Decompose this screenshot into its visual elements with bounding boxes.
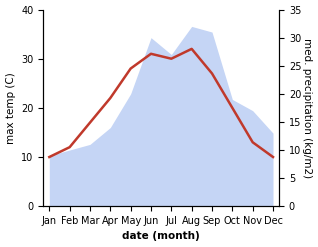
Y-axis label: med. precipitation (kg/m2): med. precipitation (kg/m2) xyxy=(302,38,313,178)
Y-axis label: max temp (C): max temp (C) xyxy=(5,72,16,144)
X-axis label: date (month): date (month) xyxy=(122,231,200,242)
